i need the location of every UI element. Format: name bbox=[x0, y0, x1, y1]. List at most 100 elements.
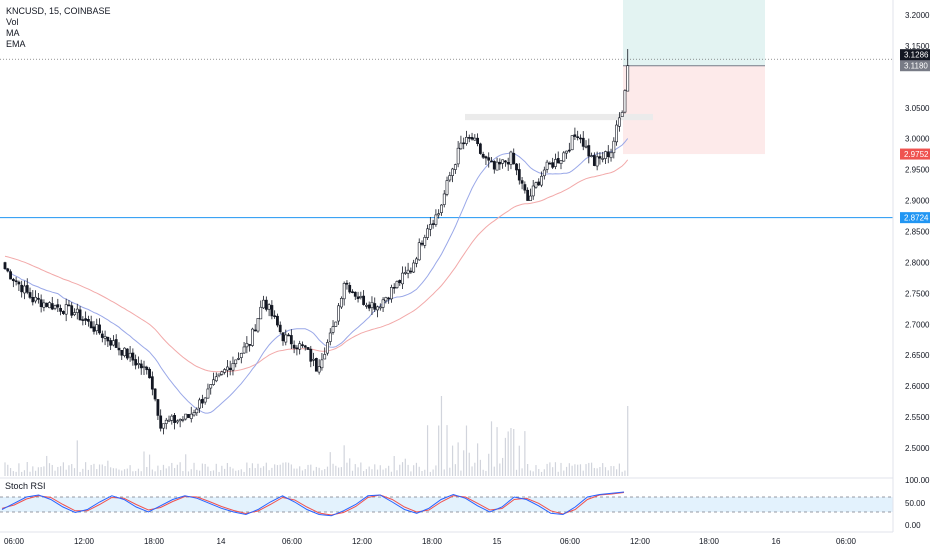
volume-bar bbox=[229, 466, 231, 476]
candle-body bbox=[114, 339, 118, 348]
candle-body bbox=[6, 268, 10, 272]
volume-bar bbox=[451, 445, 454, 476]
resistance-box[interactable] bbox=[465, 113, 653, 121]
time-tick-label: 14 bbox=[217, 537, 226, 546]
volume-bar bbox=[524, 431, 526, 476]
candle-body bbox=[565, 150, 568, 154]
volume-bar bbox=[262, 466, 265, 476]
volume-bar bbox=[571, 465, 573, 476]
candle-body bbox=[256, 318, 260, 332]
candle-body bbox=[178, 419, 182, 422]
candle-body bbox=[540, 175, 543, 186]
candle-body bbox=[390, 287, 393, 300]
volume-bar bbox=[98, 464, 101, 476]
candle-body bbox=[567, 149, 571, 152]
candle-body bbox=[28, 292, 32, 298]
candle-body bbox=[148, 368, 151, 379]
volume-bar bbox=[560, 462, 562, 476]
candle-body bbox=[48, 302, 51, 309]
candle-body bbox=[9, 271, 12, 280]
volume-bar bbox=[46, 455, 48, 476]
volume-bar bbox=[329, 452, 331, 476]
price-badge bbox=[900, 148, 930, 160]
candle-body bbox=[506, 162, 510, 165]
candle-body bbox=[406, 269, 410, 274]
volume-bar bbox=[338, 467, 340, 476]
volume-bar bbox=[37, 467, 39, 476]
candle-body bbox=[253, 329, 257, 332]
position-target-zone[interactable] bbox=[623, 0, 765, 66]
indicator-ma[interactable]: MA bbox=[6, 28, 20, 38]
volume-bar bbox=[471, 466, 473, 476]
price-tick-label: 3.0500 bbox=[905, 104, 930, 113]
volume-bar bbox=[332, 463, 334, 476]
volume-bar bbox=[435, 465, 437, 476]
candle-body bbox=[259, 306, 263, 320]
volume-bar bbox=[577, 464, 579, 476]
volume-bar bbox=[18, 463, 20, 476]
volume-bar bbox=[446, 425, 448, 476]
candle-body bbox=[451, 168, 454, 176]
volume-bar bbox=[65, 469, 67, 476]
volume-bar bbox=[438, 425, 440, 476]
candle-body bbox=[478, 143, 482, 154]
price-tick-label: 2.7000 bbox=[905, 320, 930, 329]
volume-bar bbox=[449, 467, 451, 476]
candle-body bbox=[626, 65, 630, 92]
candle-body bbox=[251, 328, 254, 346]
volume-bar bbox=[546, 463, 548, 476]
volume-bar bbox=[62, 462, 64, 476]
candle-body bbox=[103, 336, 107, 339]
volume-bar bbox=[599, 466, 601, 476]
price-tick-label: 3.1500 bbox=[905, 42, 930, 51]
volume-bar bbox=[123, 469, 126, 476]
price-tick-label: 2.8000 bbox=[905, 258, 930, 267]
volume-bar bbox=[129, 465, 131, 476]
price-tick-label: 2.6500 bbox=[905, 351, 930, 360]
candle-body bbox=[45, 302, 49, 307]
price-badge bbox=[900, 212, 930, 224]
ma-line[interactable] bbox=[4, 138, 629, 414]
price-badge-value: 3.1180 bbox=[904, 62, 928, 71]
ema-line[interactable] bbox=[4, 159, 629, 373]
volume-bar bbox=[126, 468, 128, 476]
volume-bar bbox=[176, 464, 178, 476]
price-tick-label: 2.7500 bbox=[905, 289, 930, 298]
symbol-title[interactable]: KNCUSD, 15, COINBASE bbox=[6, 6, 111, 16]
indicator-vol[interactable]: Vol bbox=[6, 17, 19, 27]
rsi-tick-label: 50.00 bbox=[905, 499, 926, 508]
volume-bar bbox=[282, 462, 284, 476]
candle-body bbox=[128, 352, 132, 358]
candle-body bbox=[431, 223, 435, 225]
volume-bar bbox=[90, 464, 92, 476]
volume-bar bbox=[488, 453, 490, 476]
volume-bar bbox=[477, 443, 479, 476]
indicator-ema[interactable]: EMA bbox=[6, 39, 26, 49]
stoch-rsi-label[interactable]: Stoch RSI bbox=[5, 481, 46, 491]
volume-bar bbox=[426, 425, 429, 476]
candle-body bbox=[295, 347, 299, 350]
volume-bar bbox=[365, 469, 367, 476]
candle-body bbox=[609, 152, 613, 159]
position-stop-zone[interactable] bbox=[623, 65, 765, 155]
volume-bar bbox=[154, 471, 156, 476]
volume-bar bbox=[110, 467, 112, 476]
candle-body bbox=[548, 162, 552, 165]
candle-body bbox=[212, 379, 215, 385]
candle-body bbox=[559, 160, 563, 164]
candle-body bbox=[112, 340, 115, 346]
volume-bar bbox=[463, 450, 465, 476]
candle-body bbox=[209, 384, 213, 389]
volume-bar bbox=[335, 465, 337, 476]
stoch-d-line[interactable] bbox=[1, 492, 625, 516]
candle-body bbox=[276, 315, 279, 326]
candle-body bbox=[73, 312, 76, 316]
volume-bar bbox=[368, 466, 370, 476]
volume-bar bbox=[404, 458, 406, 476]
volume-bar bbox=[293, 468, 295, 476]
volume-bar bbox=[607, 470, 609, 476]
candle-body bbox=[598, 156, 602, 159]
volume-bar bbox=[212, 470, 215, 476]
stoch-k-line[interactable] bbox=[1, 491, 625, 517]
